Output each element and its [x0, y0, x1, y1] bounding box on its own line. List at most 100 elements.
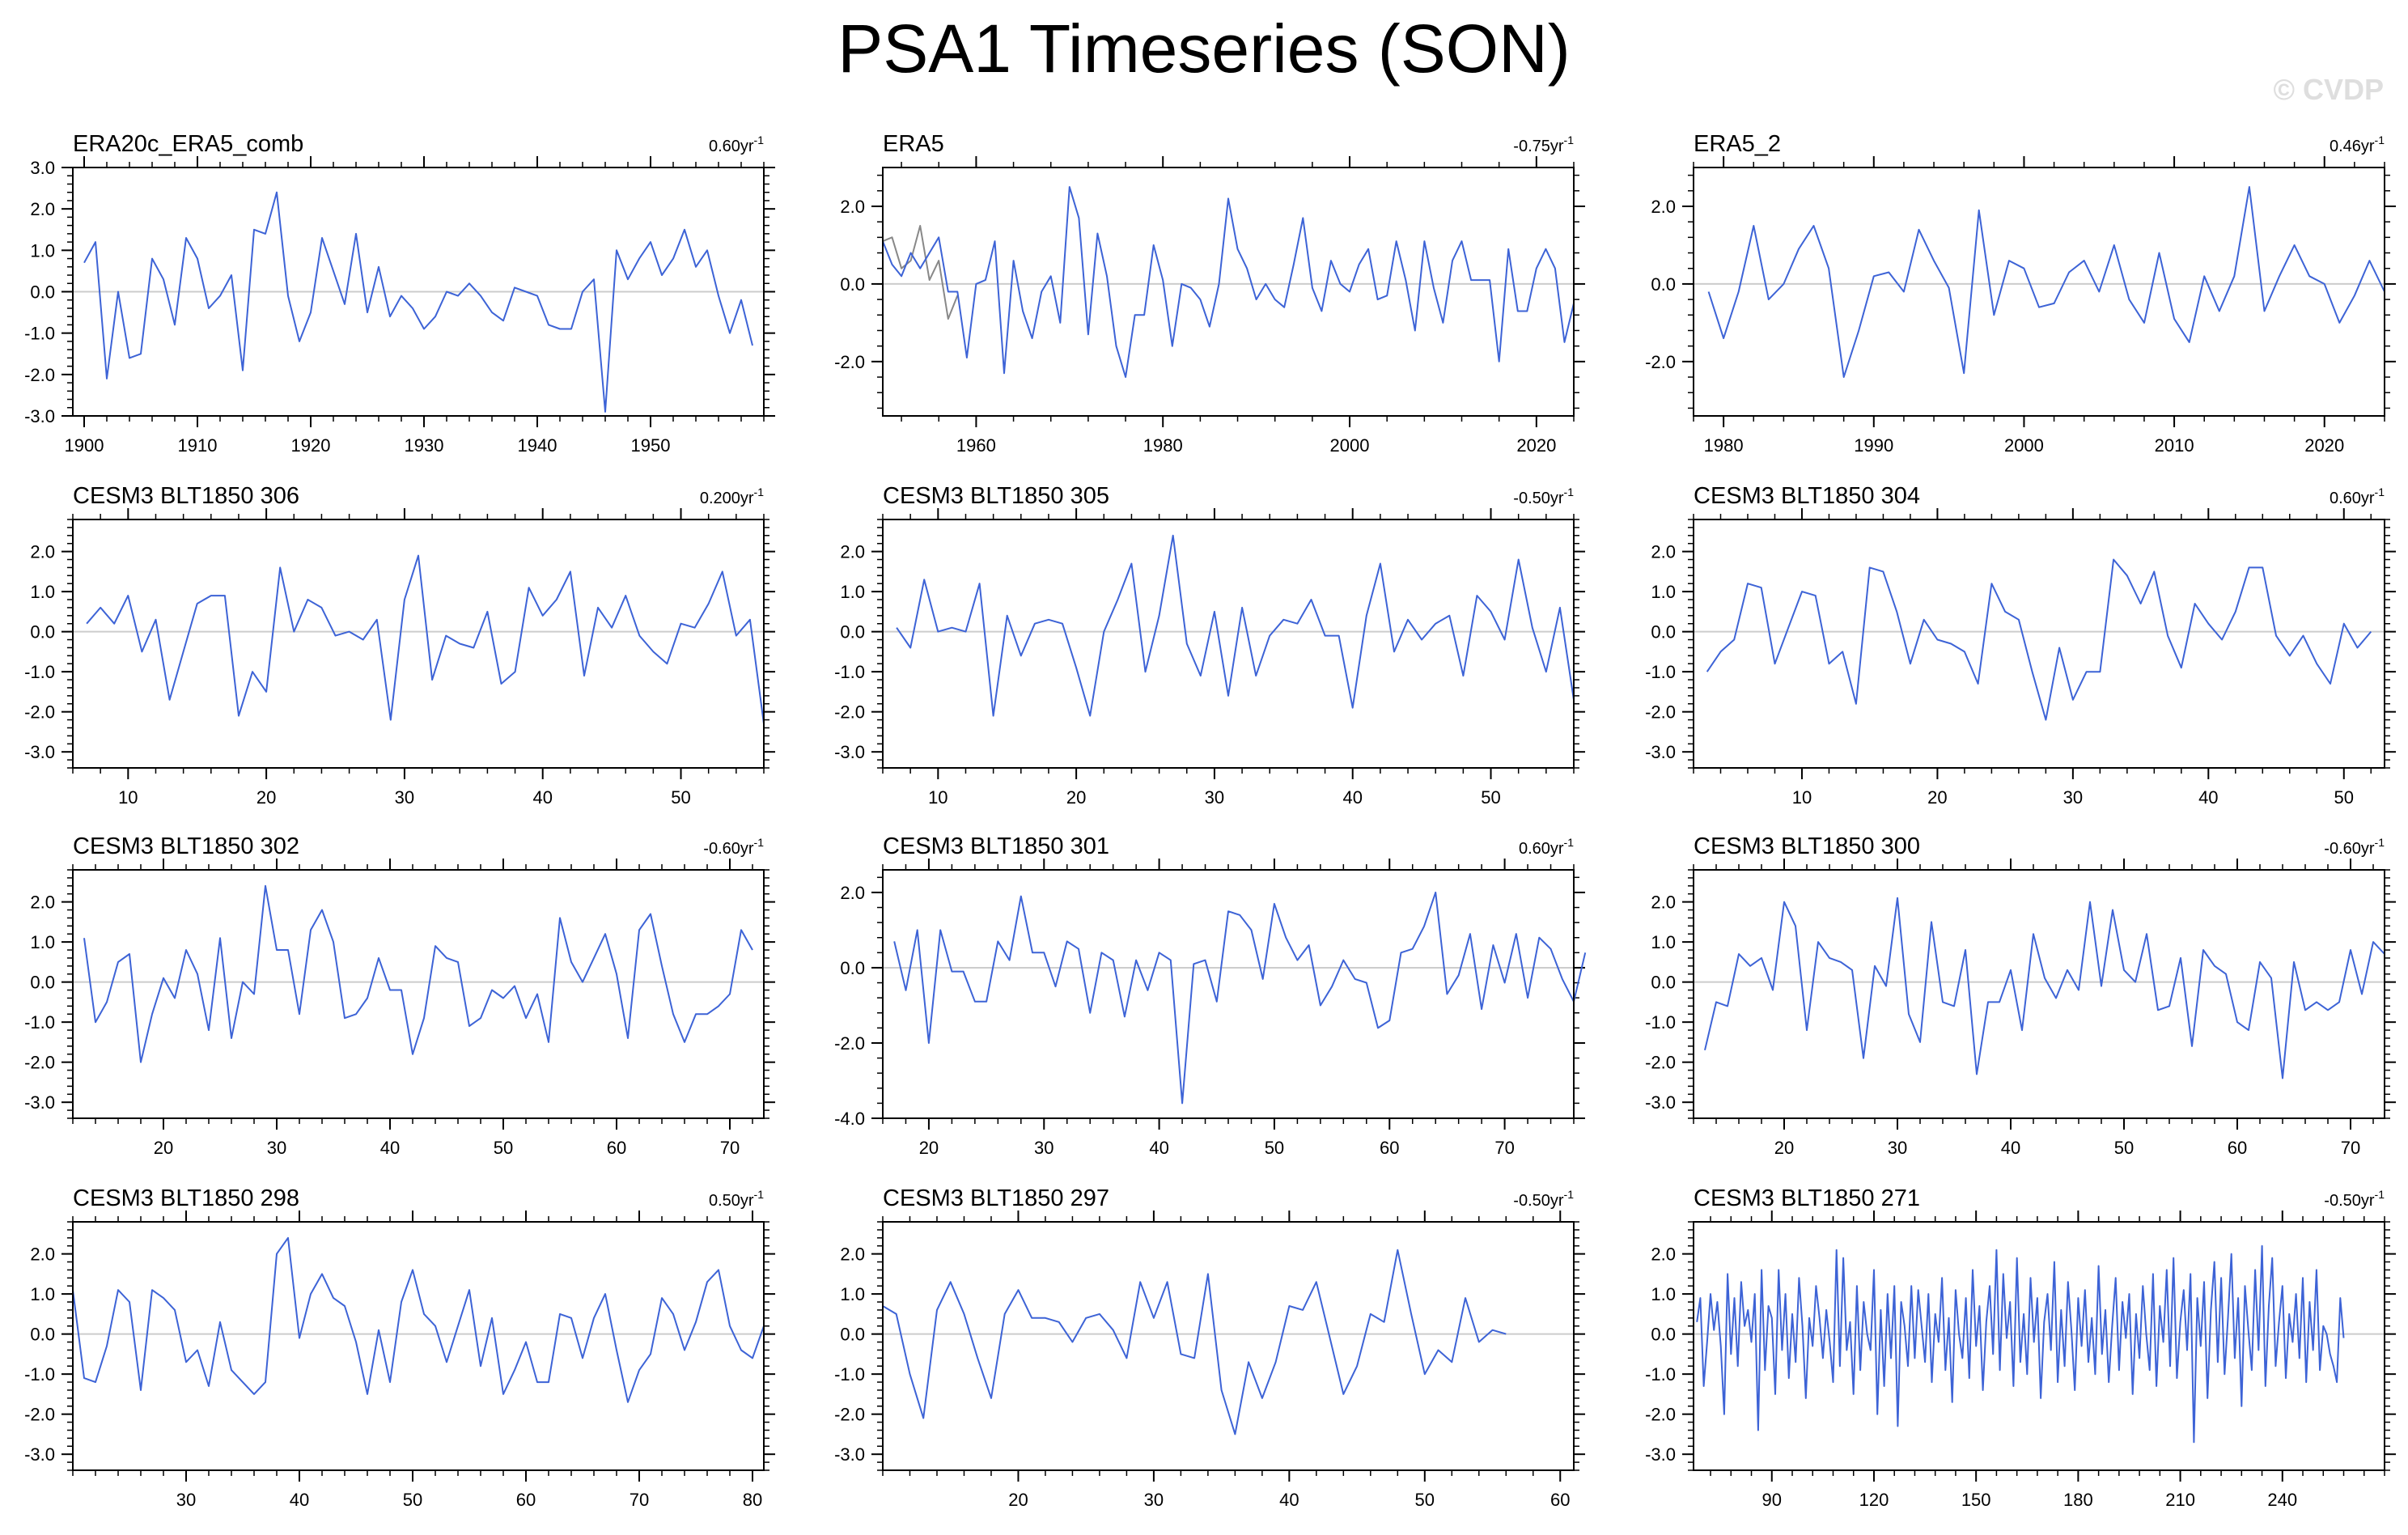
x-tick-label: 1930	[405, 435, 444, 456]
series-line	[882, 186, 1575, 378]
y-tick-label: -3.0	[1645, 1444, 1676, 1465]
panel-2: ERA5 -0.75yr-1 -2.0 0.0 2.0 1960 1980 2000 2020	[834, 131, 1585, 456]
plot-frame	[882, 167, 1575, 417]
panel-title: ERA20c_ERA5_comb	[73, 131, 303, 157]
y-tick-label: 1.0	[840, 582, 865, 602]
x-tick-label: 20	[256, 787, 276, 808]
series-line	[1706, 558, 2372, 721]
watermark: © CVDP	[2273, 73, 2384, 106]
y-tick-label: -3.0	[834, 1444, 865, 1465]
y-tick-label: 1.0	[1651, 1284, 1676, 1304]
y-tick-label: -3.0	[24, 1444, 55, 1465]
y-tick-label: -1.0	[1645, 662, 1676, 682]
panel-title: CESM3 BLT1850 300	[1694, 833, 1920, 859]
x-tick-label: 30	[395, 787, 414, 808]
y-tick-label: -2.0	[1645, 1405, 1676, 1425]
y-tick-label: 1.0	[30, 240, 55, 261]
y-tick-label: 1.0	[30, 582, 55, 602]
y-tick-label: 1.0	[1651, 582, 1676, 602]
panel-11: CESM3 BLT1850 297 -0.50yr-1 -3.0 -2.0 -1.0 0.…	[834, 1185, 1585, 1510]
y-tick-label: -2.0	[24, 702, 55, 723]
y-tick-label: -2.0	[834, 702, 865, 723]
x-tick-label: 30	[176, 1490, 196, 1510]
plot-frame	[882, 1221, 1575, 1471]
x-tick-label: 2000	[1330, 435, 1370, 456]
y-tick-label: -3.0	[1645, 742, 1676, 762]
y-tick-label: -2.0	[1645, 702, 1676, 723]
x-tick-label: 10	[118, 787, 138, 808]
x-tick-label: 1990	[1854, 435, 1893, 456]
x-tick-label: 40	[2198, 787, 2218, 808]
panel-title: CESM3 BLT1850 298	[73, 1185, 299, 1211]
x-tick-label: 30	[1034, 1138, 1054, 1158]
series-line	[1707, 186, 2385, 378]
y-tick-label: -3.0	[24, 406, 55, 426]
x-tick-label: 1910	[178, 435, 218, 456]
x-tick-label: 60	[2228, 1138, 2247, 1158]
y-tick-label: 2.0	[1651, 1245, 1676, 1265]
plot-frame	[1693, 519, 2385, 769]
x-tick-label: 10	[928, 787, 948, 808]
x-tick-label: 180	[2063, 1490, 2093, 1510]
x-tick-label: 50	[1265, 1138, 1284, 1158]
series-line	[72, 1236, 765, 1403]
y-tick-label: 0.0	[30, 622, 55, 642]
x-tick-label: 50	[2334, 787, 2354, 808]
y-tick-label: 2.0	[840, 1245, 865, 1265]
trend-label: -0.75yr-1	[1513, 134, 1574, 155]
trend-label: 0.60yr-1	[709, 134, 764, 155]
y-tick-label: 2.0	[840, 197, 865, 217]
y-tick-label: -1.0	[24, 1012, 55, 1033]
y-tick-label: 0.0	[1651, 1325, 1676, 1345]
y-tick-label: 0.0	[840, 622, 865, 642]
y-tick-label: 0.0	[840, 274, 865, 295]
x-tick-label: 70	[720, 1138, 740, 1158]
x-tick-label: 30	[1888, 1138, 1907, 1158]
y-tick-label: 1.0	[30, 1284, 55, 1304]
y-tick-label: 2.0	[1651, 893, 1676, 913]
y-tick-label: 0.0	[30, 973, 55, 993]
x-tick-label: 40	[1149, 1138, 1168, 1158]
y-tick-label: -3.0	[834, 742, 865, 762]
series-line	[893, 891, 1587, 1105]
panel-title: CESM3 BLT1850 304	[1694, 483, 1920, 509]
y-tick-label: -3.0	[1645, 1092, 1676, 1113]
panel-8: CESM3 BLT1850 301 0.60yr-1 -4.0 -2.0 0.0 2.0 2…	[834, 833, 1587, 1158]
x-tick-label: 40	[532, 787, 552, 808]
x-tick-label: 70	[630, 1490, 649, 1510]
y-tick-label: -1.0	[834, 1364, 865, 1384]
x-tick-label: 50	[1415, 1490, 1435, 1510]
figure-title: PSA1 Timeseries (SON)	[837, 11, 1571, 87]
x-tick-label: 1960	[956, 435, 996, 456]
y-tick-label: 3.0	[30, 158, 55, 178]
y-tick-label: 1.0	[1651, 932, 1676, 952]
x-tick-label: 50	[671, 787, 690, 808]
panel-title: ERA5	[883, 131, 944, 157]
x-tick-label: 80	[743, 1490, 762, 1510]
y-tick-label: -1.0	[24, 662, 55, 682]
y-tick-label: -1.0	[1645, 1012, 1676, 1033]
trend-label: 0.50yr-1	[709, 1188, 764, 1210]
plot-frame	[72, 869, 765, 1119]
y-tick-label: 2.0	[30, 199, 55, 219]
y-tick-label: 0.0	[30, 282, 55, 303]
trend-label: -0.50yr-1	[1513, 1188, 1574, 1210]
y-tick-label: 2.0	[30, 1245, 55, 1265]
x-tick-label: 2010	[2155, 435, 2194, 456]
x-tick-label: 2000	[2004, 435, 2044, 456]
y-tick-label: 0.0	[1651, 622, 1676, 642]
y-tick-label: -2.0	[1645, 352, 1676, 372]
panel-12: CESM3 BLT1850 271 -0.50yr-1 -3.0 -2.0 -1.0 0.…	[1645, 1185, 2396, 1510]
y-tick-label: -2.0	[24, 1405, 55, 1425]
trend-label: 0.46yr-1	[2330, 134, 2385, 155]
y-tick-label: 0.0	[1651, 274, 1676, 295]
series-line	[83, 191, 753, 413]
y-tick-label: -1.0	[24, 324, 55, 344]
x-tick-label: 1900	[65, 435, 104, 456]
x-tick-label: 210	[2165, 1490, 2195, 1510]
x-tick-label: 50	[1481, 787, 1500, 808]
x-tick-label: 30	[1205, 787, 1224, 808]
x-tick-label: 20	[1008, 1490, 1028, 1510]
trend-label: 0.60yr-1	[2330, 486, 2385, 507]
